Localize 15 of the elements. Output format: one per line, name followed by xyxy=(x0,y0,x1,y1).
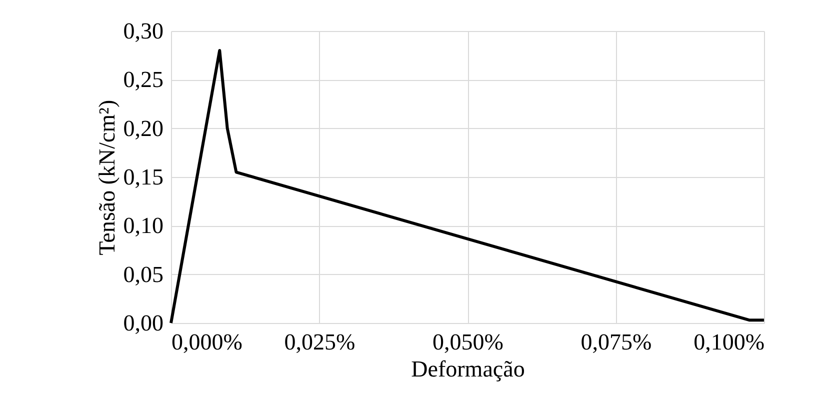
x-tick-label: 0,100% xyxy=(694,330,764,354)
x-tick-label: 0,000% xyxy=(172,330,242,354)
x-axis-title: Deformação xyxy=(411,356,525,382)
y-tick-label: 0,30 xyxy=(123,18,164,44)
y-tick-label: 0,10 xyxy=(123,213,164,238)
y-tick-label: 0,00 xyxy=(123,310,164,336)
y-tick-label: 0,25 xyxy=(123,67,164,92)
y-axis-title: Tensão (kN/cm²) xyxy=(94,100,120,256)
y-tick-label: 0,15 xyxy=(123,164,164,190)
y-tick-label: 0,20 xyxy=(123,116,164,141)
y-tick-label: 0,05 xyxy=(123,262,164,287)
x-tick-label: 0,025% xyxy=(284,330,356,354)
line-series xyxy=(170,48,766,324)
x-tick-label: 0,075% xyxy=(580,330,652,354)
x-tick-label: 0,050% xyxy=(432,330,504,354)
